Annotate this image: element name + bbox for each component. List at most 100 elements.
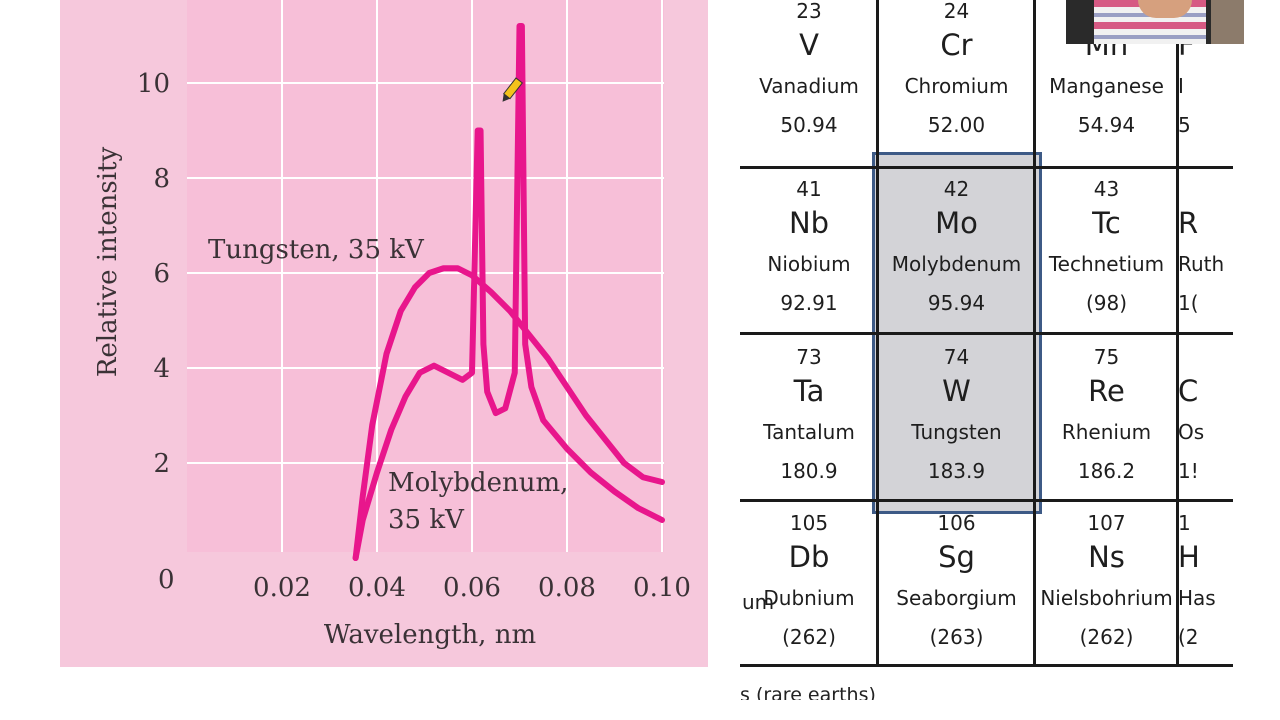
partial-element-name: um: [742, 590, 775, 614]
element-cell-mo: 42 Mo Molybdenum 95.94: [878, 166, 1035, 331]
element-atomic-mass: 183.9: [927, 459, 986, 483]
element-atomic-mass: 1(: [1178, 291, 1199, 315]
table-row-divider: [740, 664, 1233, 667]
element-atomic-number: 42: [943, 177, 970, 201]
element-atomic-mass: 180.9: [780, 459, 838, 483]
spectrum-chart: 0.02 0.04 0.06 0.08 0.10 2 4 6 8 10 0 Wavelength,…: [93, 0, 691, 650]
element-name: Tantalum: [763, 420, 855, 444]
element-symbol: Tc: [1092, 206, 1121, 240]
element-atomic-mass: (2: [1178, 625, 1199, 649]
table-row-divider: [740, 499, 1233, 502]
y-axis-label: Relative intensity: [93, 147, 123, 378]
y-tick-label: 2: [153, 449, 170, 479]
element-cell-sg: 106 Sg Seaborgium (263): [878, 500, 1035, 665]
element-atomic-mass: (262): [782, 625, 836, 649]
element-symbol: V: [799, 28, 819, 62]
element-atomic-number: 23: [796, 0, 822, 23]
x-tick-label: 0.02: [253, 573, 311, 603]
element-symbol: W: [942, 374, 971, 408]
element-atomic-number: 105: [789, 511, 829, 535]
element-atomic-mass: 92.91: [780, 291, 838, 315]
rare-earths-caption: s (rare earths): [740, 684, 876, 700]
element-atomic-mass: 52.00: [927, 113, 986, 137]
periodic-table-excerpt: 23VVanadium50.9424CrChromium52.0025MnMan…: [740, 0, 1233, 700]
x-tick-label: 0.10: [633, 573, 691, 603]
y-tick-label: 8: [153, 164, 170, 194]
element-name: Technetium: [1048, 252, 1165, 276]
table-col-divider: [876, 0, 879, 666]
element-atomic-number: 106: [937, 511, 976, 535]
element-symbol: Re: [1088, 374, 1125, 408]
element-cell-ns: 107 Ns Nielsbohrium (262): [1035, 500, 1178, 665]
element-name: Ruth: [1178, 252, 1225, 276]
table-col-divider: [1033, 0, 1036, 666]
element-symbol: Ns: [1088, 540, 1125, 574]
element-atomic-mass: (262): [1079, 625, 1134, 649]
y-tick-label: 10: [137, 69, 170, 99]
element-name: Rhenium: [1061, 420, 1152, 444]
element-symbol: Cr: [940, 28, 973, 62]
element-symbol: Ta: [793, 374, 825, 408]
element-atomic-mass: 50.94: [780, 113, 838, 137]
element-atomic-mass: (263): [929, 625, 984, 649]
x-tick-label: 0.08: [538, 573, 596, 603]
webcam-overlay: [1066, 0, 1244, 44]
element-name: I: [1178, 74, 1184, 98]
element-cell-nb: 41 Nb Niobium 92.91: [740, 166, 878, 331]
y-tick-label: 4: [153, 354, 170, 384]
element-cell-tc: 43 Tc Technetium (98): [1035, 166, 1178, 331]
element-cell-ta: 73 Ta Tantalum 180.9: [740, 334, 878, 499]
tungsten-curve-label: Tungsten, 35 kV: [208, 235, 425, 265]
element-symbol: Mo: [935, 206, 978, 240]
element-cell-c: C Os 1!: [1178, 334, 1233, 499]
element-atomic-number: 1: [1178, 511, 1191, 535]
element-atomic-number: 75: [1093, 345, 1120, 369]
element-name: Niobium: [767, 252, 851, 276]
element-name: Has: [1178, 586, 1216, 610]
element-cell-w: 74 W Tungsten 183.9: [878, 334, 1035, 499]
element-atomic-number: 43: [1093, 177, 1120, 201]
element-symbol: R: [1178, 206, 1199, 240]
element-name: Nielsbohrium: [1040, 586, 1173, 610]
element-name: Vanadium: [759, 74, 859, 98]
element-name: Molybdenum: [891, 252, 1022, 276]
presenter-face: [1138, 0, 1192, 18]
element-name: Dubnium: [763, 586, 855, 610]
element-atomic-number: 74: [943, 345, 970, 369]
x-tick-label: 0.06: [443, 573, 501, 603]
x-tick-origin-label: 0: [158, 565, 175, 595]
element-atomic-number: 24: [943, 0, 970, 23]
table-row-divider: [740, 166, 1233, 169]
element-symbol: Sg: [938, 540, 975, 574]
element-atomic-mass: (98): [1085, 291, 1128, 315]
webcam-background: [1211, 0, 1244, 44]
spectrum-chart-panel: 0.02 0.04 0.06 0.08 0.10 2 4 6 8 10 0 Wavelength,…: [60, 0, 708, 667]
table-col-divider: [1176, 0, 1179, 666]
molybdenum-curve-label-kv: 35 kV: [388, 505, 465, 535]
element-atomic-number: 107: [1087, 511, 1126, 535]
element-name: Manganese: [1049, 74, 1164, 98]
element-name: Chromium: [904, 74, 1009, 98]
element-atomic-mass: 54.94: [1077, 113, 1136, 137]
element-cell-re: 75 Re Rhenium 186.2: [1035, 334, 1178, 499]
chart-tick-labels: 0.02 0.04 0.06 0.08 0.10 2 4 6 8 10: [137, 69, 691, 603]
chart-curves: [352, 23, 665, 561]
element-symbol: C: [1178, 374, 1199, 408]
element-cell-r: R Ruth 1(: [1178, 166, 1233, 331]
element-atomic-number: 41: [796, 177, 822, 201]
element-cell-db: 105 Db Dubnium (262): [740, 500, 878, 665]
element-symbol: H: [1178, 540, 1200, 574]
pencil-cursor-icon: [502, 77, 524, 102]
element-symbol: Nb: [788, 206, 830, 240]
element-atomic-mass: 186.2: [1077, 459, 1136, 483]
x-axis-label: Wavelength, nm: [324, 620, 536, 650]
element-atomic-mass: 5: [1178, 113, 1191, 137]
element-cell-v: 23 V Vanadium 50.94: [740, 0, 878, 153]
y-tick-label: 6: [153, 259, 170, 289]
element-atomic-mass: 95.94: [927, 291, 986, 315]
element-cell-h: 1 H Has (2: [1178, 500, 1233, 665]
element-name: Tungsten: [911, 420, 1002, 444]
molybdenum-spectrum-line: [352, 23, 665, 561]
element-name: Os: [1178, 420, 1205, 444]
table-row-divider: [740, 332, 1233, 335]
